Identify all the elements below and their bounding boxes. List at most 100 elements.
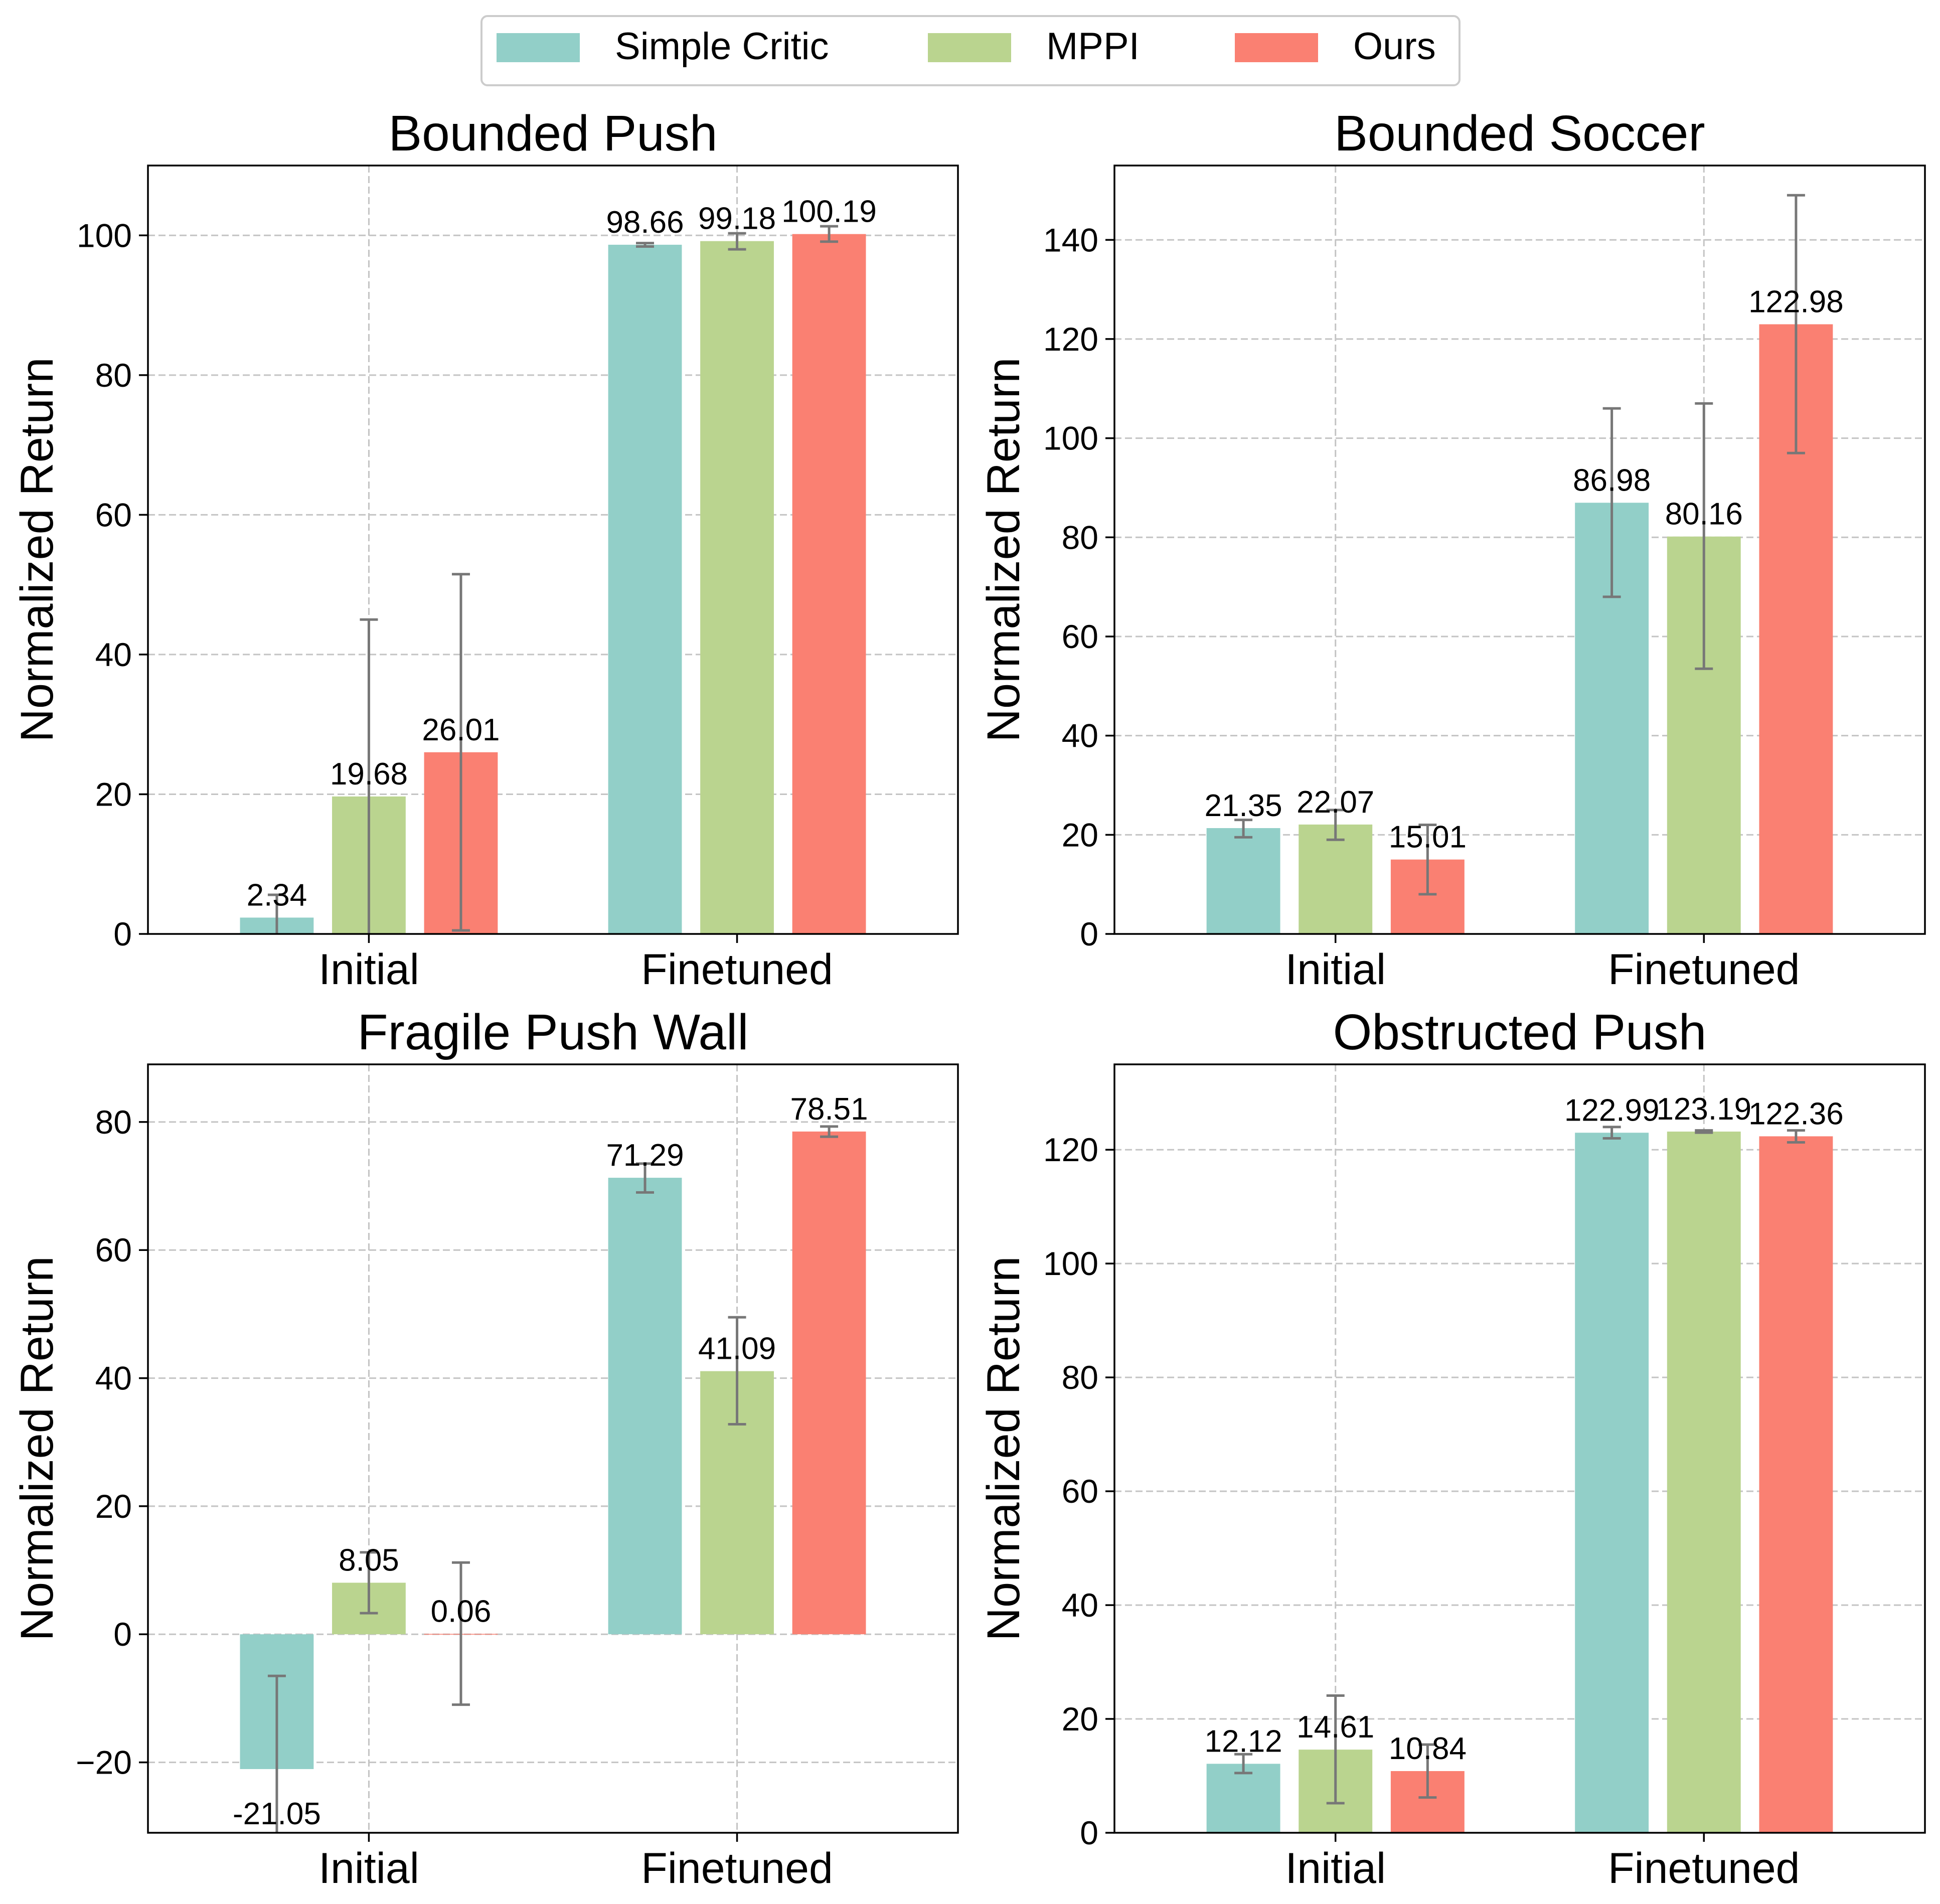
bar-value-label: 14.61 — [1297, 1710, 1374, 1744]
y-tick-label: 100 — [1043, 420, 1098, 457]
error-bar — [1234, 1753, 1253, 1775]
chart-panel: 2.34 98.66 19.68 99.18 26.01 100.19 0 20 40 60 80 1… — [12, 105, 959, 994]
error-bar — [267, 1674, 286, 1833]
x-tick-label: Initial — [318, 945, 419, 994]
y-tick-label: 40 — [1062, 717, 1098, 754]
bar-value-label: 0.06 — [431, 1594, 492, 1629]
y-tick-label: 0 — [113, 1616, 132, 1653]
legend-label: Ours — [1353, 25, 1436, 68]
x-tick-label: Initial — [1285, 1844, 1386, 1892]
x-tick-label: Finetuned — [641, 1844, 833, 1892]
y-tick-label: 40 — [95, 636, 132, 673]
legend-swatch — [1235, 33, 1318, 62]
error-bar — [1418, 1743, 1437, 1799]
y-tick-label: 20 — [1062, 1700, 1098, 1737]
y-tick-label: 60 — [1062, 618, 1098, 655]
error-bar — [1326, 1694, 1345, 1805]
bar-value-label: 71.29 — [606, 1138, 684, 1173]
chart-title: Bounded Soccer — [1334, 105, 1705, 162]
x-tick-label: Finetuned — [641, 945, 833, 994]
y-tick-label: 100 — [1043, 1245, 1098, 1282]
error-bar — [360, 1551, 378, 1615]
plot-frame — [147, 165, 959, 935]
error-bar — [451, 573, 470, 932]
error-bar — [1602, 1126, 1621, 1140]
error-bar — [820, 225, 839, 243]
x-tick-label: Initial — [1285, 945, 1386, 994]
bar-value-label: -21.05 — [233, 1797, 321, 1831]
error-bar — [360, 618, 378, 934]
error-bar — [1787, 1129, 1805, 1144]
bar — [1299, 824, 1373, 934]
y-tick-label: 40 — [1062, 1586, 1098, 1624]
y-axis-label: Normalized Return — [978, 358, 1029, 742]
y-tick-label: 40 — [95, 1360, 132, 1397]
error-bar — [267, 893, 286, 934]
error-bar — [728, 1316, 746, 1425]
bar — [1759, 1136, 1833, 1833]
error-bar — [451, 1561, 470, 1706]
bar-value-label: 122.98 — [1748, 284, 1844, 319]
y-tick-label: 80 — [95, 1103, 132, 1141]
bar — [1206, 1764, 1280, 1833]
error-bar — [728, 232, 746, 251]
bar — [1206, 828, 1280, 934]
y-tick-label: 120 — [1043, 1131, 1098, 1168]
bar — [608, 1178, 682, 1635]
y-tick-label: 0 — [1080, 1814, 1098, 1851]
y-axis-label: Normalized Return — [978, 1256, 1029, 1641]
plot-frame — [147, 1063, 959, 1834]
y-tick-label: 140 — [1043, 221, 1098, 258]
chart-title: Obstructed Push — [1333, 1004, 1707, 1060]
bar-value-label: 100.19 — [781, 195, 877, 229]
bar-value-label: 22.07 — [1297, 785, 1374, 820]
chart-title: Bounded Push — [388, 105, 717, 162]
y-tick-label: 80 — [95, 357, 132, 394]
y-tick-label: 60 — [1062, 1473, 1098, 1510]
bar — [608, 244, 682, 934]
bar — [700, 241, 774, 934]
legend-item: Ours — [1235, 25, 1436, 68]
y-axis-label: Normalized Return — [12, 358, 63, 742]
y-tick-label: −20 — [76, 1744, 132, 1781]
legend-item: Simple Critic — [497, 25, 829, 68]
legend-item: MPPI — [928, 25, 1140, 68]
y-tick-label: 20 — [95, 1488, 132, 1525]
bar-value-label: 19.68 — [330, 757, 408, 791]
error-bar — [1695, 1129, 1713, 1134]
x-tick-label: Initial — [318, 1844, 419, 1892]
chart-panel: -21.05 71.29 8.05 41.09 0.06 78.51 −20 0 20 40 60 8… — [12, 1004, 959, 1892]
y-tick-label: 0 — [113, 915, 132, 953]
plot-frame — [1113, 1063, 1926, 1834]
y-tick-label: 60 — [95, 496, 132, 533]
bar-value-label: 99.18 — [698, 202, 776, 236]
bar-value-label: 122.99 — [1564, 1093, 1660, 1128]
y-tick-label: 20 — [1062, 816, 1098, 853]
bar — [792, 234, 866, 934]
error-bar — [636, 242, 655, 248]
y-tick-label: 120 — [1043, 321, 1098, 358]
bar-value-label: 10.84 — [1389, 1731, 1467, 1766]
y-tick-label: 80 — [1062, 519, 1098, 556]
bar-value-label: 26.01 — [422, 713, 500, 747]
bar-value-label: 80.16 — [1665, 497, 1743, 532]
y-tick-label: 100 — [77, 217, 132, 254]
chart-panel: 21.35 86.98 22.07 80.16 15.01 122.98 0 20 40 60 80… — [978, 105, 1926, 994]
y-tick-label: 0 — [1080, 915, 1098, 953]
chart-title: Fragile Push Wall — [358, 1004, 749, 1060]
bar — [1575, 1133, 1649, 1833]
bar-value-label: 86.98 — [1573, 463, 1651, 498]
bar-value-label: 2.34 — [247, 878, 307, 912]
bar-value-label: 12.12 — [1205, 1724, 1282, 1759]
y-tick-label: 60 — [95, 1231, 132, 1268]
x-tick-label: Finetuned — [1608, 1844, 1800, 1892]
legend-swatch — [928, 33, 1011, 62]
y-axis-label: Normalized Return — [12, 1256, 63, 1641]
error-bar — [636, 1162, 655, 1194]
bar — [1667, 1132, 1741, 1833]
error-bar — [1234, 819, 1253, 839]
bar-value-label: 41.09 — [698, 1332, 776, 1366]
bar-value-label: 98.66 — [606, 205, 684, 240]
error-bar — [820, 1125, 839, 1138]
